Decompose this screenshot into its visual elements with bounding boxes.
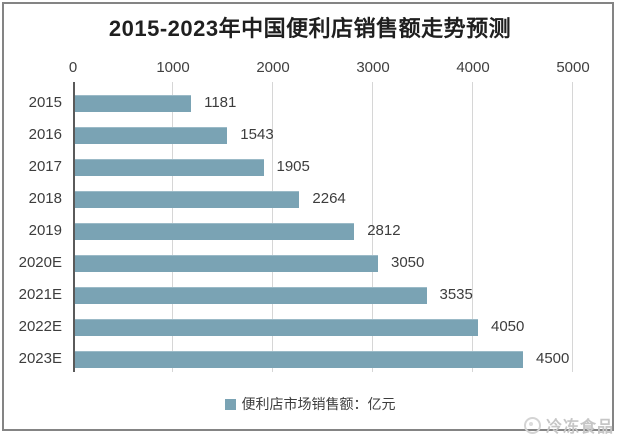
legend-label: 便利店市场销售额：亿元 bbox=[241, 396, 396, 412]
gridline bbox=[372, 82, 373, 372]
bar-2020E bbox=[75, 255, 378, 272]
category-axis-line bbox=[73, 82, 75, 372]
data-label: 3535 bbox=[439, 286, 473, 303]
watermark-text: 冷冻食品 bbox=[545, 419, 614, 436]
bar-2021E bbox=[75, 287, 427, 304]
category-label: 2016 bbox=[28, 126, 62, 143]
bar-2018 bbox=[75, 191, 299, 208]
bar-2022E bbox=[75, 319, 478, 336]
gridline bbox=[572, 82, 573, 372]
data-label: 4500 bbox=[536, 350, 570, 367]
value-axis-tick-label: 0 bbox=[68, 59, 78, 76]
category-label: 2015 bbox=[28, 94, 62, 111]
data-label: 1905 bbox=[276, 158, 310, 175]
value-axis-tick-label: 5000 bbox=[556, 59, 590, 76]
bar-2017 bbox=[75, 159, 264, 176]
value-axis-tick-label: 2000 bbox=[256, 59, 290, 76]
category-label: 2018 bbox=[28, 190, 62, 207]
category-label: 2020E bbox=[18, 254, 62, 271]
legend-swatch-icon bbox=[224, 398, 236, 410]
data-label: 4050 bbox=[491, 318, 525, 335]
data-label: 2264 bbox=[312, 190, 346, 207]
data-label: 1543 bbox=[240, 126, 274, 143]
category-label: 2022E bbox=[18, 318, 62, 335]
watermark: 冷冻食品 bbox=[523, 413, 614, 437]
category-label: 2017 bbox=[28, 158, 62, 175]
gridline bbox=[472, 82, 473, 372]
legend: 便利店市场销售额：亿元 bbox=[0, 395, 620, 413]
bar-2016 bbox=[75, 127, 227, 144]
data-label: 1181 bbox=[204, 94, 237, 111]
value-axis-tick-label: 3000 bbox=[356, 59, 390, 76]
category-label: 2021E bbox=[18, 286, 62, 303]
chart-title: 2015-2023年中国便利店销售额走势预测 bbox=[108, 16, 512, 41]
bar-2015 bbox=[75, 95, 191, 112]
value-axis-tick-label: 1000 bbox=[156, 59, 190, 76]
brand-logo-icon bbox=[523, 416, 541, 434]
value-axis-tick-label: 4000 bbox=[456, 59, 490, 76]
category-label: 2023E bbox=[18, 350, 62, 367]
plot-area bbox=[73, 82, 573, 372]
data-label: 3050 bbox=[391, 254, 425, 271]
category-label: 2019 bbox=[28, 222, 62, 239]
bar-2023E bbox=[75, 351, 523, 368]
bar-2019 bbox=[75, 223, 354, 240]
data-label: 2812 bbox=[367, 222, 401, 239]
